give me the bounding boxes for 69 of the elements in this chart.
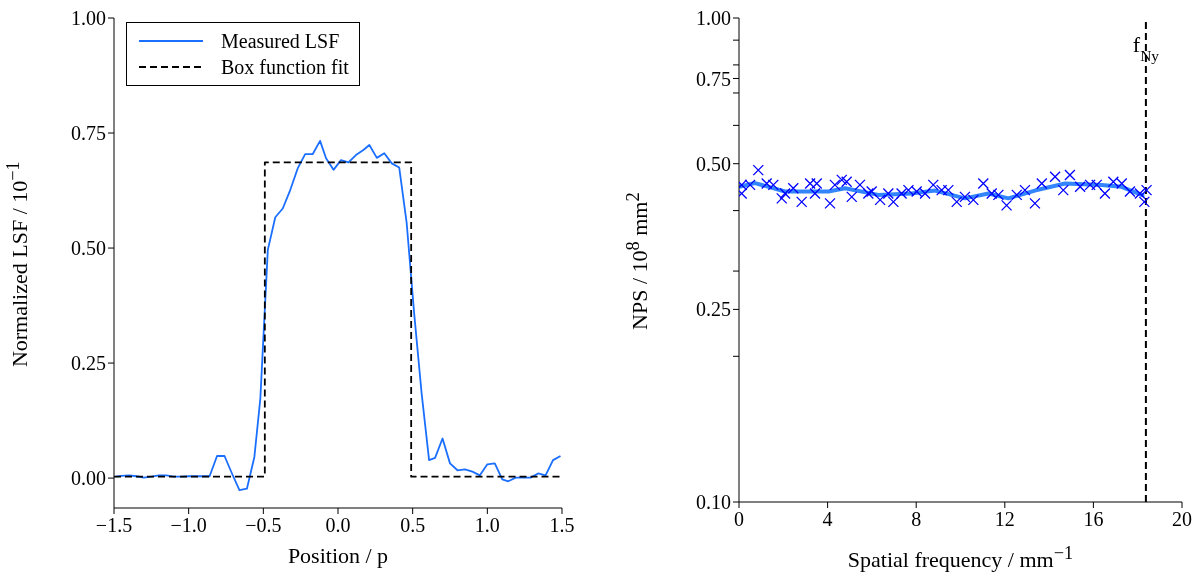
y-tick-label: 0.25 — [71, 352, 106, 375]
x-axis-title: Spatial frequency / mm$^{−1}$ — [846, 543, 1075, 574]
x-tick-label: 4 — [822, 508, 833, 531]
point — [1057, 184, 1069, 196]
point — [1099, 187, 1111, 200]
point — [796, 196, 808, 208]
point — [776, 192, 788, 204]
y-tick-label: 0.75 — [696, 67, 731, 90]
point — [862, 187, 875, 200]
y-tick-label: 0.10 — [696, 491, 731, 514]
point — [1011, 189, 1023, 201]
x-tick-label: 1.0 — [474, 514, 500, 537]
point — [874, 194, 886, 206]
x-tick-label: 8 — [911, 508, 922, 531]
point — [761, 177, 773, 190]
y-tick-label: 0.25 — [696, 298, 731, 321]
point — [804, 177, 816, 190]
x-tick-label: 1.5 — [549, 514, 575, 537]
point — [1091, 179, 1103, 191]
point — [936, 184, 948, 196]
point — [779, 187, 791, 200]
point — [824, 197, 836, 210]
point — [1140, 184, 1153, 196]
point — [846, 191, 858, 203]
x-tick-label: 0.0 — [325, 514, 351, 537]
x-tick-label: −1.0 — [170, 514, 207, 537]
y-tick-label: 0.50 — [696, 152, 731, 175]
point — [841, 176, 853, 188]
x-tick-label: 20 — [1172, 508, 1192, 531]
legend-label: Box function fit — [221, 55, 350, 79]
point — [1000, 199, 1013, 212]
point — [1064, 169, 1076, 181]
y-tick-label: 0.00 — [71, 467, 106, 490]
point — [752, 164, 764, 176]
legend-label: Measured LSF — [221, 29, 341, 53]
point — [809, 187, 821, 200]
x-tick-label: 0.5 — [400, 514, 426, 537]
point — [959, 191, 971, 203]
point — [1019, 184, 1031, 196]
point — [854, 179, 866, 191]
point — [836, 174, 848, 186]
point — [967, 194, 979, 206]
point — [942, 184, 954, 196]
point — [887, 196, 900, 208]
y-tick-label: 0.50 — [71, 237, 106, 260]
x-tick-label: −1.5 — [95, 514, 133, 537]
point — [927, 179, 939, 191]
y-tick-label: 1.00 — [71, 7, 106, 30]
point — [986, 187, 998, 200]
point — [1029, 197, 1041, 210]
point — [787, 182, 799, 194]
point — [977, 177, 989, 190]
y-tick-label: 0.75 — [71, 122, 106, 145]
point — [951, 196, 963, 208]
point — [1036, 177, 1048, 190]
point — [829, 179, 841, 191]
point — [992, 189, 1005, 201]
point — [811, 177, 823, 190]
point — [866, 185, 878, 198]
x-axis-title: Position / p — [286, 543, 390, 569]
point — [767, 179, 779, 191]
y-tick-label: 1.00 — [696, 7, 731, 30]
point — [1049, 171, 1061, 183]
x-tick-label: 0 — [734, 508, 744, 531]
x-tick-label: 16 — [1083, 508, 1104, 531]
x-tick-label: −0.5 — [245, 514, 282, 537]
point — [1138, 196, 1150, 208]
x-tick-label: 12 — [994, 508, 1015, 531]
ref-line-label: f$_{Ny}$ — [1132, 32, 1160, 64]
